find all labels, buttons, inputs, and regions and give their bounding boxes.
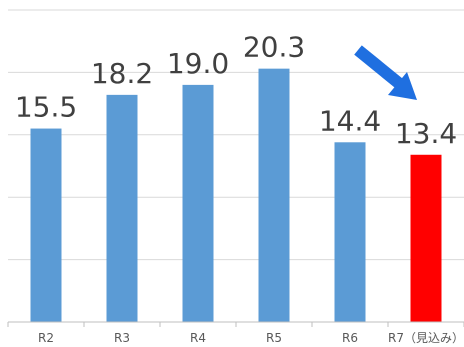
- bars: [30, 68, 442, 322]
- value-label: 19.0: [167, 47, 229, 80]
- bar-R5: [258, 68, 290, 322]
- value-label: 20.3: [243, 31, 305, 64]
- arrow-head: [388, 72, 417, 100]
- category-label: R2: [38, 331, 54, 345]
- x-axis: [7, 321, 464, 327]
- bar-R3: [106, 94, 138, 322]
- category-label: R5: [266, 331, 282, 345]
- value-label: 13.4: [395, 117, 457, 150]
- value-labels: 15.5 18.2 19.0 20.3 14.4 13.4: [15, 31, 457, 150]
- category-label: R3: [114, 331, 130, 345]
- value-label: 15.5: [15, 91, 77, 124]
- bar-R7（見込み）: [410, 154, 442, 322]
- bar-R2: [30, 128, 62, 322]
- category-label: R7（見込み）: [388, 331, 464, 345]
- value-label: 18.2: [91, 57, 153, 90]
- category-label: R6: [342, 331, 358, 345]
- bar-R6: [334, 142, 366, 322]
- bar-R4: [182, 84, 214, 322]
- arrow-shaft: [354, 45, 405, 90]
- value-label: 14.4: [319, 104, 381, 137]
- arrow-down-right-icon: [354, 45, 417, 100]
- category-labels: R2 R3 R4 R5 R6 R7（見込み）: [38, 331, 464, 345]
- category-label: R4: [190, 331, 206, 345]
